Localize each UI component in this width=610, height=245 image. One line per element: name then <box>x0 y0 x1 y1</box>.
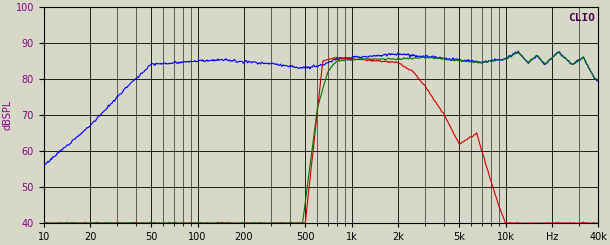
Y-axis label: dBSPL: dBSPL <box>3 100 13 130</box>
Text: CLIO: CLIO <box>569 13 595 23</box>
